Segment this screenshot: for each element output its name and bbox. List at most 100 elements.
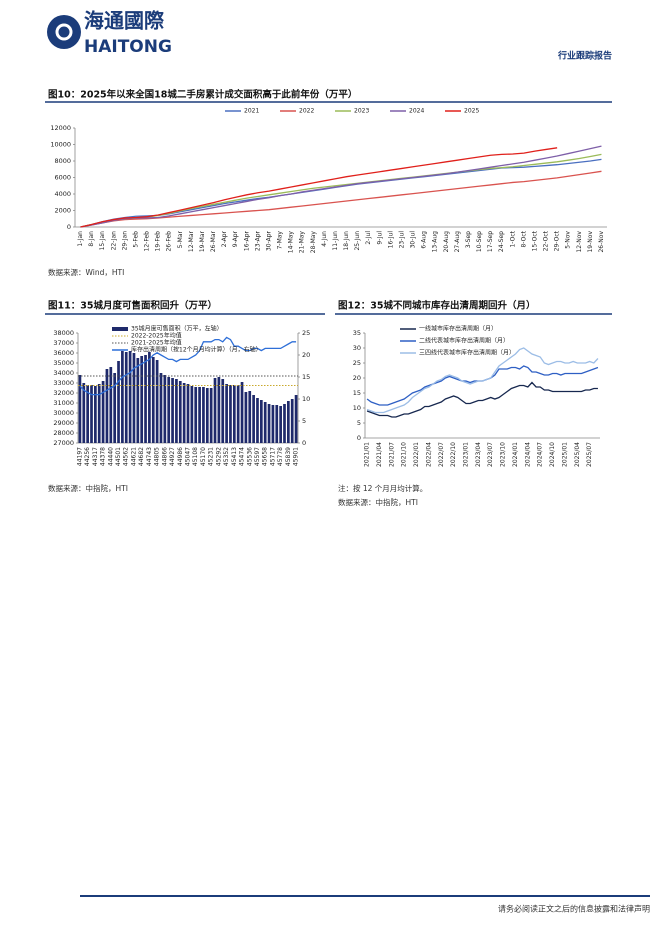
x-tick-label: 19-Mar xyxy=(199,230,206,252)
x-tick-label: 2024/01 xyxy=(512,442,519,467)
x-tick-label: 20-Aug xyxy=(443,231,450,253)
legend-label: 2024 xyxy=(409,108,424,115)
x-tick-label: 22-Oct xyxy=(543,230,550,251)
x-tick-label: 9-Apr xyxy=(232,230,239,247)
x-tick-label: 26-Feb xyxy=(166,231,173,252)
bar xyxy=(132,353,136,443)
bar xyxy=(78,375,82,443)
x-tick-label: 44256 xyxy=(84,447,91,466)
bar xyxy=(186,384,190,443)
bar xyxy=(205,388,209,443)
x-tick-label: 13-Aug xyxy=(432,231,439,253)
bar xyxy=(151,357,155,443)
bar xyxy=(263,402,267,443)
bar xyxy=(171,378,174,443)
x-tick-label: 25-Jun xyxy=(354,231,361,251)
legend-label: 2022-2025年均值 xyxy=(131,332,182,340)
note: 注：按 12 个月月均计算。 xyxy=(338,483,427,493)
x-tick-label: 44805 xyxy=(154,447,161,466)
y-tick-label: 32000 xyxy=(53,389,74,397)
y-tick-label: 25 xyxy=(353,359,361,367)
y2-tick-label: 0 xyxy=(302,439,306,447)
x-tick-label: 2022/01 xyxy=(413,442,420,467)
series-line xyxy=(366,381,598,418)
bar xyxy=(136,358,140,443)
x-tick-label: 1-Jan xyxy=(77,231,84,247)
bar xyxy=(271,405,275,443)
x-tick-label: 26-Nov xyxy=(598,231,605,253)
y-tick-label: 33000 xyxy=(53,379,74,387)
x-tick-label: 45658 xyxy=(262,447,269,466)
x-tick-label: 29-Jan xyxy=(121,231,128,251)
x-tick-label: 29-Oct xyxy=(554,230,561,251)
bar xyxy=(240,382,244,443)
y-tick-label: 2000 xyxy=(54,207,71,215)
y-tick-label: 29000 xyxy=(53,419,74,427)
x-tick-label: 2025/07 xyxy=(586,442,593,467)
y2-tick-label: 25 xyxy=(302,329,310,337)
bar xyxy=(90,385,93,443)
bar xyxy=(202,387,205,443)
y-tick-label: 10000 xyxy=(50,141,71,149)
y-tick-label: 4000 xyxy=(54,190,71,198)
x-tick-label: 17-Sep xyxy=(487,231,494,252)
x-tick-label: 2021/07 xyxy=(388,442,395,467)
x-tick-label: 8-Oct xyxy=(520,230,527,247)
y-tick-label: 37000 xyxy=(53,339,74,347)
bar xyxy=(275,405,279,443)
bar xyxy=(113,373,117,443)
bar xyxy=(232,385,236,443)
y-tick-label: 36000 xyxy=(53,349,74,357)
bar xyxy=(97,384,101,443)
y2-tick-label: 5 xyxy=(302,417,306,425)
x-tick-label: 2023/10 xyxy=(500,442,507,467)
x-tick-label: 44743 xyxy=(146,447,153,466)
x-tick-label: 30-Apr xyxy=(265,230,272,251)
bar xyxy=(175,379,178,443)
x-tick-label: 3-Sep xyxy=(465,231,472,248)
x-tick-label: 45536 xyxy=(246,447,253,466)
bar xyxy=(287,401,290,443)
legend-label: 2022 xyxy=(299,108,314,115)
bar xyxy=(283,404,286,443)
x-tick-label: 45474 xyxy=(239,447,246,466)
bar xyxy=(105,369,109,443)
x-tick-label: 18-Jun xyxy=(343,231,350,251)
bar xyxy=(144,355,147,443)
x-tick-label: 4-Jun xyxy=(321,231,328,247)
x-tick-label: 6-Aug xyxy=(421,231,428,249)
y-tick-label: 30 xyxy=(353,344,361,352)
legend-label: 2021-2025年均值 xyxy=(131,339,182,347)
y-tick-label: 10 xyxy=(353,404,361,412)
y-tick-label: 30000 xyxy=(53,409,74,417)
bar xyxy=(117,361,120,443)
x-tick-label: 45778 xyxy=(277,447,284,466)
x-tick-label: 7-May xyxy=(277,231,284,250)
x-tick-label: 10-Sep xyxy=(476,231,483,252)
x-tick-label: 45717 xyxy=(269,447,276,466)
x-tick-label: 23-Apr xyxy=(254,230,261,251)
y-tick-label: 28000 xyxy=(53,429,74,437)
series-line xyxy=(80,170,602,228)
source: 数据来源：中指院，HTI xyxy=(338,497,418,507)
legend-label: 2025 xyxy=(464,108,479,115)
series-line xyxy=(366,365,599,406)
legend-label: 一线城市库存出清周期（月） xyxy=(419,325,497,333)
bar xyxy=(140,356,144,443)
y-tick-label: 0 xyxy=(67,223,71,231)
x-tick-label: 2024/10 xyxy=(549,442,556,467)
series-line xyxy=(79,336,297,396)
x-tick-label: 27-Aug xyxy=(454,231,461,253)
x-tick-label: 2021/10 xyxy=(401,442,408,467)
bar xyxy=(82,383,86,443)
x-tick-label: 2022/07 xyxy=(438,442,445,467)
x-tick-label: 22-Jan xyxy=(110,231,117,251)
bar xyxy=(194,387,198,443)
x-tick-label: 2023/07 xyxy=(487,442,494,467)
x-tick-label: 2023/04 xyxy=(475,442,482,467)
logo-mark-inner xyxy=(55,23,73,41)
logo-en: HAITONG xyxy=(84,37,172,57)
x-tick-label: 45108 xyxy=(192,447,199,466)
bar xyxy=(244,392,248,443)
